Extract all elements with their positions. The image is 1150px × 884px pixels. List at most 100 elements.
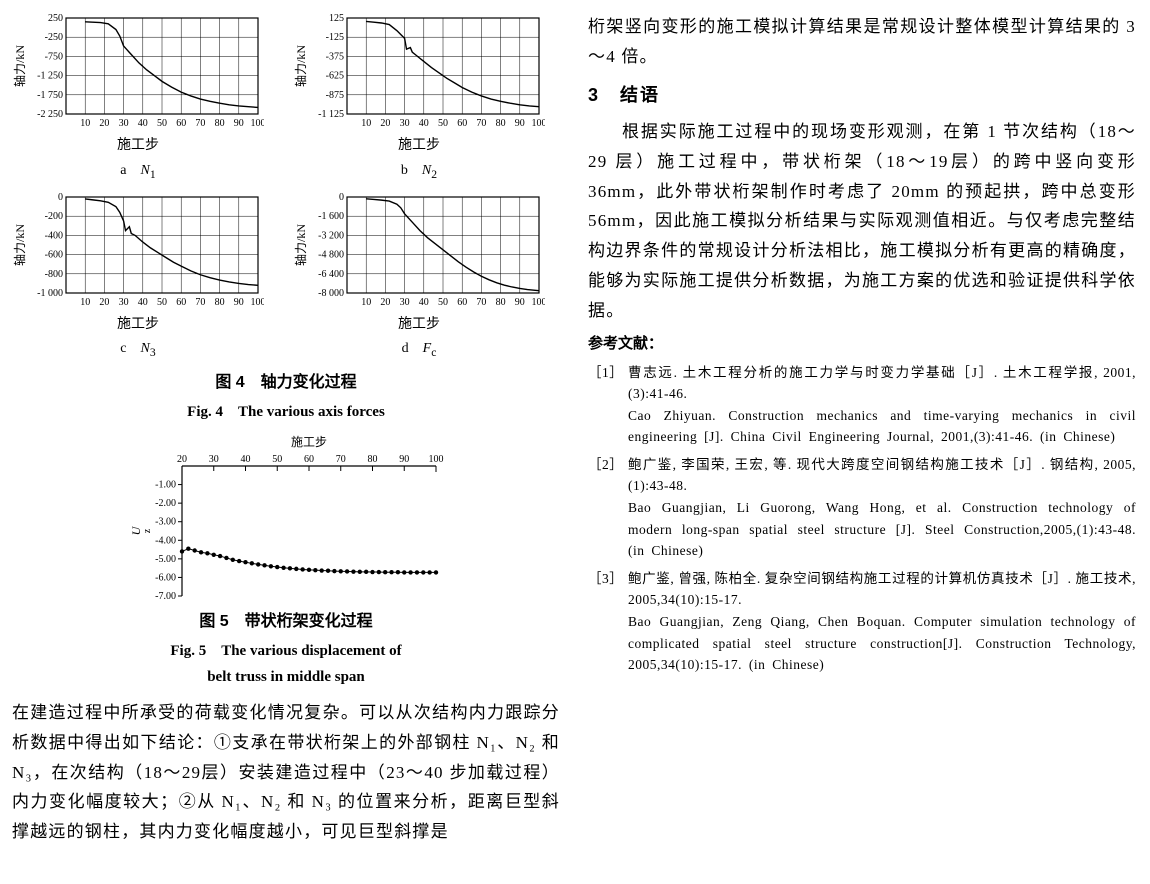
svg-text:-5.00: -5.00 bbox=[155, 554, 176, 565]
svg-text:40: 40 bbox=[241, 454, 251, 465]
svg-text:施工步: 施工步 bbox=[291, 435, 327, 449]
svg-text:-1 000: -1 000 bbox=[37, 288, 63, 299]
svg-text:30: 30 bbox=[119, 297, 129, 308]
svg-text:80: 80 bbox=[215, 118, 225, 129]
svg-text:-2 250: -2 250 bbox=[37, 109, 63, 120]
fig4-b-xlabel: 施工步 bbox=[398, 138, 440, 153]
svg-text:-375: -375 bbox=[326, 51, 344, 62]
svg-text:90: 90 bbox=[515, 297, 525, 308]
svg-text:U: U bbox=[129, 525, 143, 535]
fig4-a-xlabel: 施工步 bbox=[117, 138, 159, 153]
svg-text:50: 50 bbox=[272, 454, 282, 465]
fig4-chart-b: 125-125-375-625-875-1 125102030405060708… bbox=[293, 12, 545, 185]
svg-text:60: 60 bbox=[176, 118, 186, 129]
svg-text:80: 80 bbox=[215, 297, 225, 308]
svg-text:60: 60 bbox=[304, 454, 314, 465]
ref-body: 曹志远. 土木工程分析的施工力学与时变力学基础［J］. 土木工程学报, 2001… bbox=[628, 362, 1136, 448]
svg-text:20: 20 bbox=[177, 454, 187, 465]
svg-text:60: 60 bbox=[457, 118, 467, 129]
svg-text:-1 600: -1 600 bbox=[318, 211, 344, 222]
svg-text:10: 10 bbox=[361, 297, 371, 308]
svg-text:-750: -750 bbox=[45, 51, 63, 62]
svg-text:20: 20 bbox=[99, 297, 109, 308]
svg-text:-4.00: -4.00 bbox=[155, 535, 176, 546]
svg-text:-1 125: -1 125 bbox=[318, 109, 344, 120]
svg-text:-3 200: -3 200 bbox=[318, 230, 344, 241]
svg-text:100: 100 bbox=[251, 118, 265, 129]
fig5-caption-cn: 图 5 带状桁架变化过程 bbox=[12, 608, 560, 636]
svg-text:10: 10 bbox=[361, 118, 371, 129]
ref-num: ［2］ bbox=[588, 454, 628, 562]
svg-text:-3.00: -3.00 bbox=[155, 516, 176, 527]
section-3-title: 3 结语 bbox=[588, 80, 1136, 112]
svg-text:10: 10 bbox=[80, 118, 90, 129]
svg-text:z: z bbox=[142, 528, 153, 533]
svg-text:80: 80 bbox=[496, 297, 506, 308]
svg-text:40: 40 bbox=[419, 118, 429, 129]
svg-text:100: 100 bbox=[532, 118, 546, 129]
fig4-d-xlabel: 施工步 bbox=[398, 317, 440, 332]
ref-num: ［3］ bbox=[588, 568, 628, 676]
reference-item: ［3］ 鲍广鉴, 曾强, 陈柏全. 复杂空间钢结构施工过程的计算机仿真技术［J］… bbox=[588, 568, 1136, 676]
svg-text:20: 20 bbox=[380, 297, 390, 308]
svg-text:-600: -600 bbox=[45, 249, 63, 260]
svg-text:-625: -625 bbox=[326, 71, 344, 82]
svg-text:70: 70 bbox=[195, 118, 205, 129]
svg-text:100: 100 bbox=[532, 297, 546, 308]
svg-text:90: 90 bbox=[234, 118, 244, 129]
svg-text:-1.00: -1.00 bbox=[155, 479, 176, 490]
fig4-chart-a: 250-250-750-1 250-1 750-2 25010203040506… bbox=[12, 12, 264, 185]
right-continuation-paragraph: 桁架竖向变形的施工模拟计算结果是常规设计整体模型计算结果的 3～4 倍。 bbox=[588, 12, 1136, 72]
svg-text:250: 250 bbox=[48, 13, 63, 24]
fig4-chart-c: 0-200-400-600-800-1 00010203040506070809… bbox=[12, 191, 264, 364]
fig4-chart-d: 0-1 600-3 200-4 800-6 400-8 000102030405… bbox=[293, 191, 545, 364]
svg-text:轴力/kN: 轴力/kN bbox=[293, 223, 308, 265]
svg-text:/cm: /cm bbox=[126, 523, 129, 538]
svg-text:40: 40 bbox=[138, 118, 148, 129]
svg-text:-250: -250 bbox=[45, 32, 63, 43]
svg-text:-400: -400 bbox=[45, 230, 63, 241]
svg-text:轴力/kN: 轴力/kN bbox=[12, 223, 27, 265]
svg-text:20: 20 bbox=[380, 118, 390, 129]
svg-text:-1 750: -1 750 bbox=[37, 90, 63, 101]
svg-text:70: 70 bbox=[476, 118, 486, 129]
left-body-paragraph: 在建造过程中所承受的荷载变化情况复杂。可以从次结构内力跟踪分析数据中得出如下结论… bbox=[12, 698, 560, 847]
fig4-caption-cn: 图 4 轴力变化过程 bbox=[12, 369, 560, 397]
svg-text:0: 0 bbox=[339, 192, 344, 203]
svg-text:100: 100 bbox=[251, 297, 265, 308]
svg-text:10: 10 bbox=[80, 297, 90, 308]
svg-text:100: 100 bbox=[429, 454, 444, 465]
svg-text:-125: -125 bbox=[326, 32, 344, 43]
svg-text:90: 90 bbox=[515, 118, 525, 129]
fig5-caption-en-2: belt truss in middle span bbox=[12, 664, 560, 690]
svg-text:60: 60 bbox=[457, 297, 467, 308]
fig4-charts: 250 -250 -750 -1 250 -1 750 -2 250 10 20 30 40 50 6… bbox=[12, 12, 560, 363]
svg-text:0: 0 bbox=[58, 192, 63, 203]
svg-text:70: 70 bbox=[476, 297, 486, 308]
svg-text:-6 400: -6 400 bbox=[318, 269, 344, 280]
svg-text:30: 30 bbox=[209, 454, 219, 465]
svg-text:70: 70 bbox=[195, 297, 205, 308]
svg-text:30: 30 bbox=[119, 118, 129, 129]
svg-text:轴力/kN: 轴力/kN bbox=[12, 45, 27, 87]
svg-text:40: 40 bbox=[419, 297, 429, 308]
reference-item: ［1］ 曹志远. 土木工程分析的施工力学与时变力学基础［J］. 土木工程学报, … bbox=[588, 362, 1136, 448]
svg-text:轴力/kN: 轴力/kN bbox=[293, 45, 308, 87]
svg-text:90: 90 bbox=[234, 297, 244, 308]
fig4-caption-en: Fig. 4 The various axis forces bbox=[12, 399, 560, 425]
svg-text:90: 90 bbox=[399, 454, 409, 465]
svg-text:20: 20 bbox=[99, 118, 109, 129]
svg-text:-1 250: -1 250 bbox=[37, 71, 63, 82]
reference-item: ［2］ 鲍广鉴, 李国荣, 王宏, 等. 现代大跨度空间钢结构施工技术［J］. … bbox=[588, 454, 1136, 562]
svg-text:40: 40 bbox=[138, 297, 148, 308]
svg-text:50: 50 bbox=[157, 297, 167, 308]
ref-body: 鲍广鉴, 曾强, 陈柏全. 复杂空间钢结构施工过程的计算机仿真技术［J］. 施工… bbox=[628, 568, 1136, 676]
ref-num: ［1］ bbox=[588, 362, 628, 448]
svg-text:-200: -200 bbox=[45, 211, 63, 222]
svg-text:-875: -875 bbox=[326, 90, 344, 101]
references-list: ［1］ 曹志远. 土木工程分析的施工力学与时变力学基础［J］. 土木工程学报, … bbox=[588, 362, 1136, 676]
svg-text:30: 30 bbox=[400, 297, 410, 308]
svg-text:-6.00: -6.00 bbox=[155, 572, 176, 583]
svg-text:-2.00: -2.00 bbox=[155, 498, 176, 509]
svg-text:125: 125 bbox=[329, 13, 344, 24]
